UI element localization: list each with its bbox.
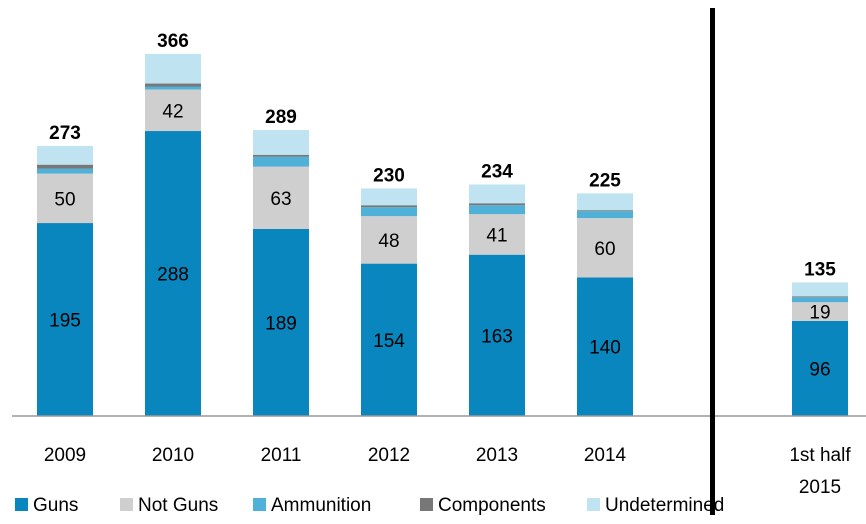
x-tick-label-2013: 2013 bbox=[476, 445, 518, 466]
x-tick-label-2010: 2010 bbox=[152, 445, 194, 466]
bar-guns-1st-half-2015 bbox=[792, 321, 848, 416]
data-label-guns-2009: 195 bbox=[49, 311, 81, 332]
total-label-2014: 225 bbox=[589, 170, 621, 191]
bar-components-2011 bbox=[253, 154, 309, 157]
x-tick-label-2014: 2014 bbox=[584, 445, 627, 466]
total-label-2009: 273 bbox=[49, 123, 81, 144]
legend-label-not-guns: Not Guns bbox=[138, 495, 218, 516]
data-label-guns-2011: 189 bbox=[265, 313, 297, 334]
x-tick-label-1st-half-2015-line2: 2015 bbox=[799, 477, 841, 498]
axis-layer: 2009 2010 2011 2012 2013 2014 1st half 2015 bbox=[12, 8, 866, 515]
x-tick-label-2011: 2011 bbox=[261, 445, 302, 466]
bar-not-guns-2012 bbox=[361, 216, 417, 264]
data-label-not-guns-2010: 42 bbox=[162, 101, 183, 122]
bar-not-guns-1st-half-2015 bbox=[792, 302, 848, 322]
total-label-1st-half-2015: 135 bbox=[804, 259, 836, 280]
bar-guns-2014 bbox=[577, 277, 633, 416]
legend: Guns Not Guns Ammunition Components Undeterm… bbox=[15, 495, 724, 516]
data-label-guns-1st-half-2015: 96 bbox=[809, 360, 830, 381]
data-label-not-guns-2009: 50 bbox=[54, 189, 75, 210]
bar-undetermined-2014 bbox=[577, 193, 633, 211]
bar-undetermined-2013 bbox=[469, 184, 525, 204]
bar-ammunition-2012 bbox=[361, 207, 417, 217]
legend-label-guns: Guns bbox=[33, 495, 78, 516]
total-label-2013: 234 bbox=[481, 161, 513, 182]
bar-components-2010 bbox=[145, 83, 201, 87]
bar-components-2012 bbox=[361, 205, 417, 208]
data-label-not-guns-2012: 48 bbox=[378, 231, 399, 252]
bar-ammunition-2014 bbox=[577, 211, 633, 219]
legend-swatch-guns bbox=[15, 498, 28, 511]
legend-swatch-components bbox=[420, 498, 433, 511]
total-label-2010: 366 bbox=[157, 31, 189, 52]
bar-ammunition-1st-half-2015 bbox=[792, 297, 848, 303]
bar-components-2014 bbox=[577, 210, 633, 212]
bar-ammunition-2011 bbox=[253, 156, 309, 167]
bar-ammunition-2009 bbox=[37, 168, 93, 174]
data-label-not-guns-1st-half-2015: 19 bbox=[809, 303, 830, 324]
bar-ammunition-2013 bbox=[469, 205, 525, 215]
bar-not-guns-2014 bbox=[577, 218, 633, 278]
bar-undetermined-2009 bbox=[37, 145, 93, 165]
bar-components-1st-half-2015 bbox=[792, 296, 848, 298]
bar-guns-2009 bbox=[37, 223, 93, 416]
data-label-guns-2013: 163 bbox=[481, 326, 513, 347]
x-tick-label-2012: 2012 bbox=[368, 445, 410, 466]
bar-components-2009 bbox=[37, 164, 93, 169]
bar-undetermined-2012 bbox=[361, 188, 417, 206]
bar-guns-2013 bbox=[469, 254, 525, 416]
data-label-not-guns-2011: 63 bbox=[270, 189, 291, 210]
labels-layer: 195 50 273 288 42 366 189 63 289 154 48 230 163 41 234… bbox=[49, 31, 836, 381]
bars-layer bbox=[37, 53, 848, 416]
data-label-guns-2014: 140 bbox=[589, 338, 621, 359]
legend-label-components: Components bbox=[438, 495, 546, 516]
legend-swatch-ammunition bbox=[253, 498, 266, 511]
data-label-not-guns-2014: 60 bbox=[594, 239, 615, 260]
data-label-guns-2012: 154 bbox=[373, 331, 405, 352]
bar-undetermined-2010 bbox=[145, 53, 201, 84]
legend-swatch-undetermined bbox=[587, 498, 600, 511]
bar-undetermined-2011 bbox=[253, 130, 309, 155]
total-label-2011: 289 bbox=[265, 107, 297, 128]
bar-guns-2011 bbox=[253, 228, 309, 416]
x-tick-label-2009: 2009 bbox=[44, 445, 86, 466]
bar-guns-2012 bbox=[361, 263, 417, 416]
bar-undetermined-1st-half-2015 bbox=[792, 282, 848, 297]
bar-guns-2010 bbox=[145, 131, 201, 416]
bar-not-guns-2011 bbox=[253, 166, 309, 229]
bar-ammunition-2010 bbox=[145, 86, 201, 90]
x-tick-label-1st-half-2015-line1: 1st half bbox=[789, 445, 851, 466]
legend-label-undetermined: Undetermined bbox=[605, 495, 724, 516]
bar-components-2013 bbox=[469, 203, 525, 206]
data-label-not-guns-2013: 41 bbox=[486, 225, 507, 246]
legend-label-ammunition: Ammunition bbox=[271, 495, 371, 516]
legend-swatch-not-guns bbox=[120, 498, 133, 511]
bar-not-guns-2010 bbox=[145, 89, 201, 132]
total-label-2012: 230 bbox=[373, 165, 405, 186]
data-label-guns-2010: 288 bbox=[157, 265, 189, 286]
bar-not-guns-2013 bbox=[469, 214, 525, 255]
bar-not-guns-2009 bbox=[37, 173, 93, 224]
